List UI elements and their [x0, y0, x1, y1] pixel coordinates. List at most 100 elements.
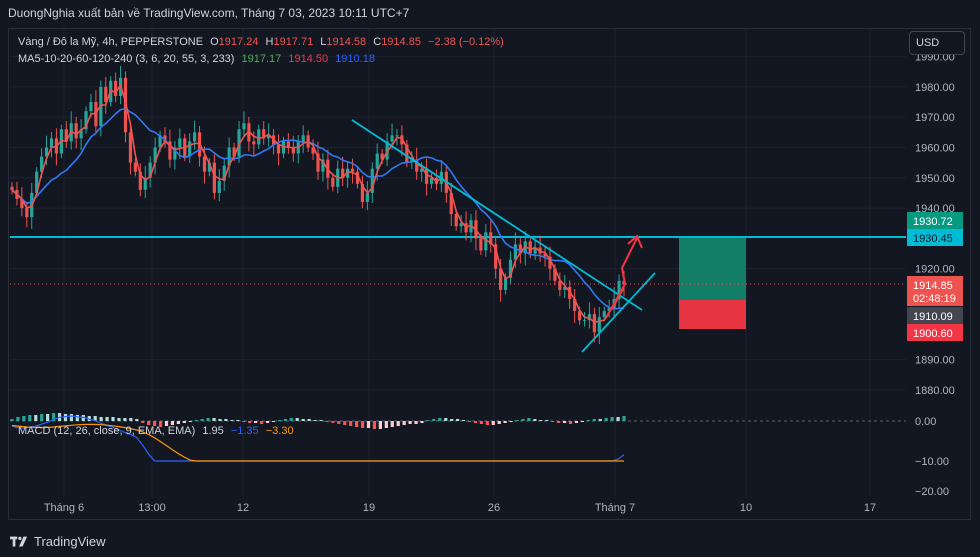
- symbol-name[interactable]: Vàng / Đô la Mỹ, 4h, PEPPERSTONE: [18, 36, 204, 48]
- macd-bar: [580, 421, 585, 422]
- candle-body: [563, 286, 567, 290]
- candle-body: [503, 277, 508, 290]
- candle-body: [484, 232, 488, 251]
- svg-text:1930.72: 1930.72: [913, 216, 953, 228]
- macd-bar: [141, 421, 145, 423]
- open-value: 1917.24: [218, 36, 259, 48]
- candle-body: [20, 198, 24, 209]
- macd-bar: [63, 414, 68, 421]
- macd-bar: [366, 421, 371, 428]
- macd-bar: [503, 421, 507, 423]
- low-value: 1914.58: [326, 36, 367, 48]
- macd-bar: [230, 420, 234, 421]
- macd-bar: [438, 418, 442, 421]
- tradingview-icon: [10, 536, 28, 546]
- macd-bar: [450, 419, 454, 421]
- price-label-stop: 1900.60: [907, 324, 963, 341]
- macd-bar: [372, 421, 377, 429]
- macd-bar: [164, 421, 169, 426]
- macd-bar: [301, 419, 305, 421]
- tradingview-logo[interactable]: TradingView: [10, 534, 106, 549]
- price-axis: 1990.001980.001970.001960.001950.001940.…: [915, 52, 955, 397]
- macd-bar: [111, 417, 115, 421]
- macd-tick: −10.00: [915, 456, 949, 468]
- macd-bar: [497, 421, 501, 424]
- candle-body: [222, 165, 226, 181]
- price-tick: 1950.00: [915, 173, 955, 185]
- candle-body: [553, 268, 557, 281]
- candle-body: [114, 80, 118, 96]
- candle-body: [128, 132, 133, 163]
- candle-body: [252, 141, 256, 145]
- time-tick: 17: [864, 502, 876, 514]
- macd-bar: [194, 420, 198, 421]
- macd-bar: [123, 418, 127, 421]
- macd-bar: [456, 419, 460, 421]
- candle-body: [513, 244, 518, 260]
- candle-body: [479, 238, 483, 251]
- price-label-level: 1930.45: [907, 229, 963, 246]
- macd-bar: [479, 421, 483, 424]
- candle-body: [355, 171, 360, 184]
- macd-bar: [259, 421, 264, 424]
- candle-body: [321, 159, 325, 172]
- candle-body: [49, 138, 54, 148]
- macd-bar: [402, 421, 406, 425]
- candle-body: [424, 168, 429, 184]
- price-tick: 1890.00: [915, 355, 955, 367]
- macd-bar: [147, 421, 151, 425]
- macd-bar: [319, 420, 323, 421]
- profit-zone[interactable]: [679, 237, 746, 300]
- macd-bar: [248, 421, 252, 423]
- forecast-arrow[interactable]: [605, 237, 638, 319]
- loss-zone[interactable]: [679, 300, 746, 329]
- candle-body: [99, 86, 103, 127]
- macd-bar: [135, 419, 139, 421]
- price-label-entry: 1910.09: [907, 307, 963, 324]
- svg-text:1930.45: 1930.45: [913, 233, 953, 245]
- candle-body: [217, 180, 221, 193]
- macd-bar: [360, 421, 365, 428]
- macd-bar: [313, 420, 317, 421]
- macd-bar: [414, 421, 418, 424]
- candle-body: [168, 141, 172, 160]
- macd-label[interactable]: MACD (12, 26, close, 9, EMA, EMA): [18, 425, 196, 437]
- macd-bar: [87, 416, 91, 421]
- candle-body: [188, 141, 192, 157]
- down-trendline[interactable]: [351, 119, 643, 311]
- time-tick: 19: [363, 502, 375, 514]
- currency-button[interactable]: USD: [909, 31, 965, 55]
- macd-bar: [533, 419, 537, 421]
- candle-body: [10, 186, 14, 190]
- macd-bar: [93, 416, 97, 421]
- macd-bar: [224, 419, 228, 421]
- candle-body: [508, 259, 513, 278]
- up-trendline[interactable]: [581, 272, 656, 353]
- candle-body: [35, 171, 39, 193]
- publisher-text: DuongNghia xuất bản về TradingView.com, …: [8, 6, 410, 20]
- time-tick: 13:00: [138, 502, 166, 514]
- svg-text:1900.60: 1900.60: [913, 328, 953, 340]
- time-tick: Tháng 6: [44, 502, 84, 514]
- candle-body: [291, 147, 295, 154]
- macd-bar: [182, 421, 186, 423]
- time-tick: 26: [488, 502, 500, 514]
- macd-bar: [355, 421, 359, 427]
- macd-value-2: −1.35: [230, 425, 259, 437]
- macd-bar: [551, 421, 555, 422]
- candle-body: [331, 177, 335, 187]
- macd-bar: [396, 421, 400, 426]
- macd-bar: [432, 419, 436, 421]
- macd-bar: [40, 414, 44, 421]
- macd-bar: [390, 421, 394, 427]
- svg-text:1914.85: 1914.85: [913, 280, 953, 292]
- macd-bar: [444, 418, 448, 421]
- macd-bar: [349, 421, 353, 426]
- macd-bar: [592, 419, 596, 421]
- macd-bar: [28, 415, 32, 421]
- macd-bar: [75, 415, 79, 421]
- time-tick: Tháng 7: [595, 502, 635, 514]
- macd-bar: [467, 421, 472, 422]
- ma-label[interactable]: MA5-10-20-60-120-240 (3, 6, 20, 55, 3, 2…: [18, 53, 235, 65]
